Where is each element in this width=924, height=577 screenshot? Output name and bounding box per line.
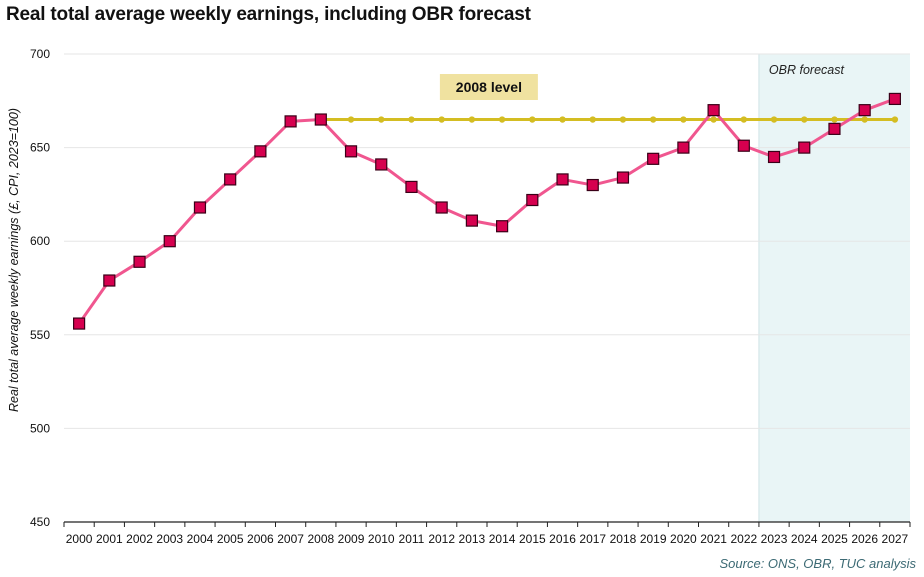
data-point: [163, 235, 176, 248]
x-tick-label: 2015: [519, 532, 546, 546]
reference-point: [831, 116, 838, 123]
x-tick-label: 2020: [670, 532, 697, 546]
reference-point: [710, 116, 717, 123]
reference-point: [498, 116, 506, 123]
data-point: [344, 145, 358, 158]
data-point: [375, 158, 388, 171]
data-point: [586, 178, 599, 192]
x-tick-label: 2006: [247, 532, 274, 546]
data-point: [465, 214, 478, 227]
x-tick-label: 2009: [338, 532, 365, 546]
x-tick-label: 2016: [549, 532, 576, 546]
reference-point: [408, 116, 415, 123]
x-tick-label: 2023: [761, 532, 788, 546]
reference-label-box: [439, 74, 538, 100]
x-tick-label: 2014: [489, 532, 516, 546]
reference-point: [378, 116, 385, 123]
y-tick-label: 500: [30, 421, 50, 435]
data-point: [888, 92, 901, 106]
data-point: [133, 255, 146, 268]
y-axis-label: Real total average weekly earnings (£, C…: [7, 108, 21, 412]
data-point: [103, 274, 116, 287]
data-point: [798, 141, 811, 154]
y-tick-label: 450: [30, 515, 50, 529]
reference-point: [649, 116, 657, 123]
y-tick-label: 600: [30, 234, 50, 248]
y-tick-label: 700: [30, 47, 50, 61]
source-note: Source: ONS, OBR, TUC analysis: [719, 556, 917, 571]
x-tick-label: 2010: [368, 532, 395, 546]
data-point: [405, 180, 418, 194]
y-tick-label: 550: [30, 328, 50, 342]
x-tick-label: 2012: [428, 532, 455, 546]
data-point: [435, 201, 448, 214]
data-point: [496, 220, 509, 233]
reference-point: [468, 116, 476, 123]
x-tick-label: 2000: [66, 532, 93, 546]
reference-point: [347, 116, 355, 123]
x-tick-label: 2008: [307, 532, 334, 546]
data-point: [284, 115, 297, 128]
reference-point: [589, 116, 596, 123]
reference-label: 2008 level: [456, 79, 522, 95]
x-tick-label: 2005: [217, 532, 244, 546]
data-point: [526, 193, 539, 207]
x-tick-label: 2013: [459, 532, 486, 546]
data-point: [73, 317, 86, 330]
x-tick-label: 2017: [579, 532, 606, 546]
reference-point: [801, 116, 808, 123]
reference-point: [891, 116, 899, 123]
x-tick-label: 2021: [700, 532, 727, 546]
data-point: [254, 145, 267, 158]
data-point: [858, 104, 871, 117]
data-point: [314, 113, 327, 126]
x-tick-label: 2002: [126, 532, 153, 546]
x-tick-label: 2018: [610, 532, 637, 546]
reference-point: [619, 116, 627, 123]
x-tick-label: 2001: [96, 532, 123, 546]
data-point: [707, 104, 720, 117]
chart-title: Real total average weekly earnings, incl…: [6, 4, 531, 25]
data-point: [828, 122, 841, 135]
data-point: [737, 139, 750, 152]
x-tick-label: 2027: [882, 532, 909, 546]
data-point: [193, 201, 207, 214]
x-tick-label: 2011: [399, 532, 425, 546]
forecast-label: OBR forecast: [769, 63, 845, 77]
x-tick-label: 2004: [187, 532, 214, 546]
data-point: [224, 173, 237, 186]
reference-point: [861, 116, 868, 123]
x-tick-label: 2003: [156, 532, 183, 546]
reference-point: [529, 116, 536, 123]
reference-point: [770, 116, 778, 123]
x-tick-label: 2024: [791, 532, 818, 546]
x-tick-label: 2019: [640, 532, 667, 546]
y-tick-label: 650: [30, 141, 50, 155]
reference-point: [559, 116, 566, 123]
data-point: [647, 152, 660, 165]
reference-point: [740, 116, 748, 123]
x-tick-label: 2026: [851, 532, 878, 546]
x-tick-label: 2022: [730, 532, 757, 546]
reference-point: [680, 116, 687, 123]
data-point: [677, 141, 690, 154]
data-point: [616, 171, 630, 184]
data-point: [556, 173, 569, 186]
data-point: [767, 150, 781, 164]
x-tick-label: 2007: [277, 532, 304, 546]
series-line: [77, 97, 896, 325]
reference-point: [438, 116, 445, 123]
x-tick-label: 2025: [821, 532, 848, 546]
